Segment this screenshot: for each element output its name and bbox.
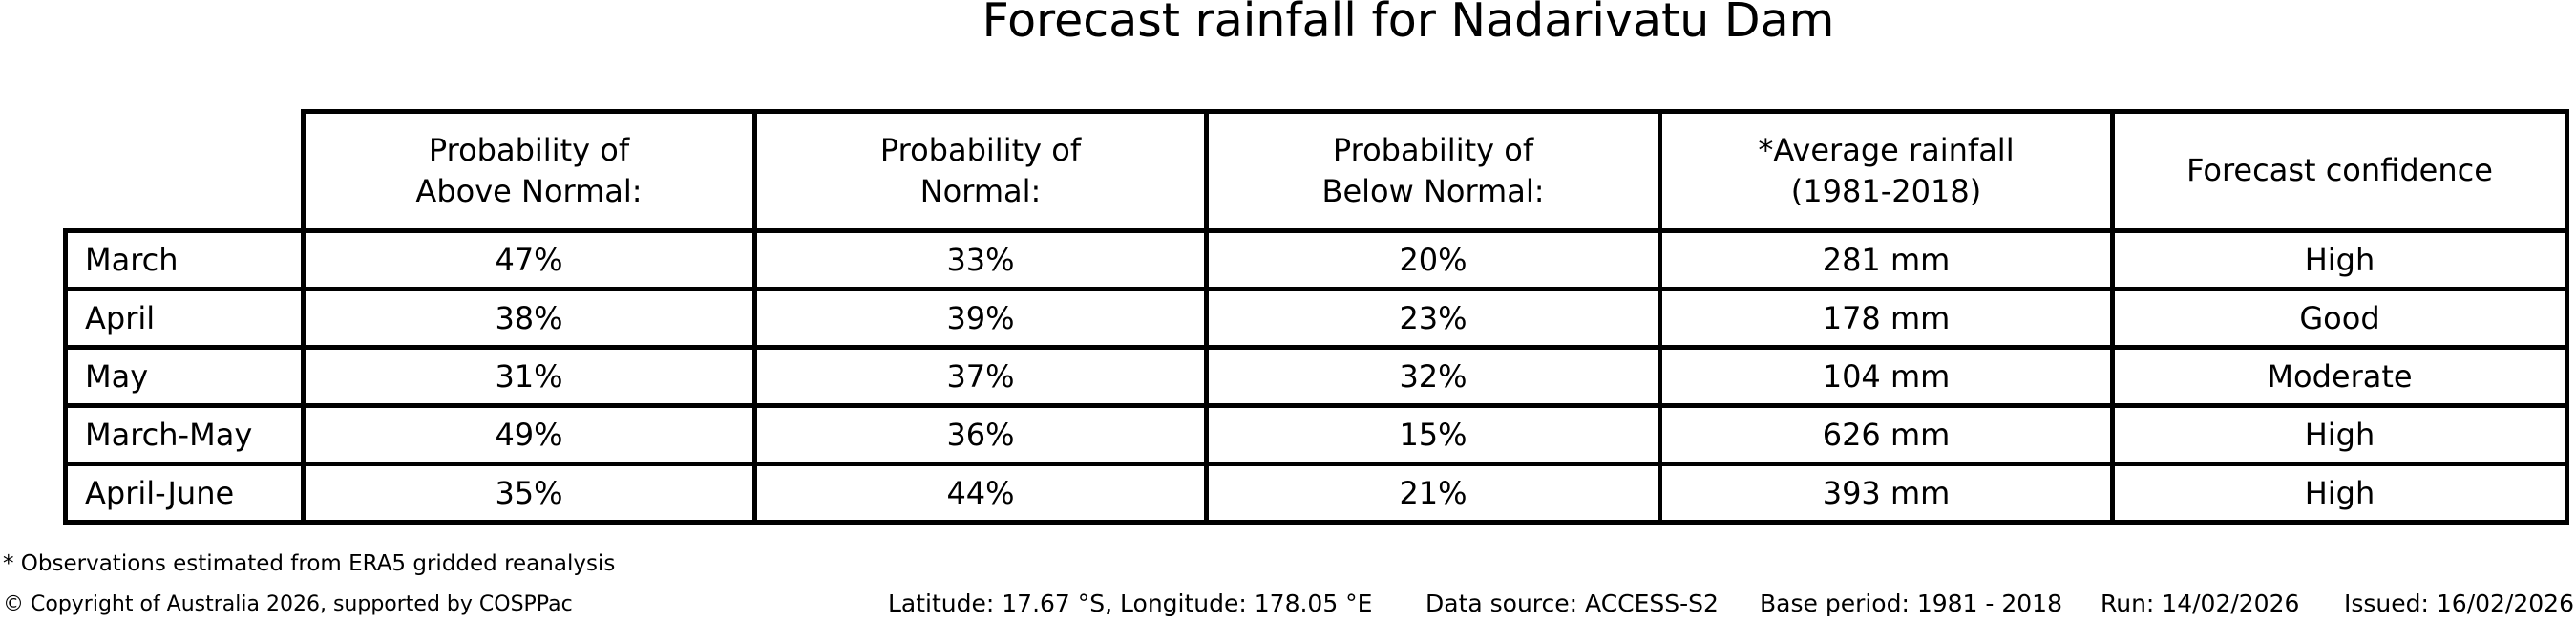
cell-above-normal: 31% <box>301 345 757 408</box>
header-above-normal: Probability of Above Normal: <box>301 109 757 233</box>
cell-normal: 33% <box>752 228 1209 291</box>
cell-confidence: High <box>2110 403 2569 466</box>
cell-normal: 36% <box>752 403 1209 466</box>
cell-confidence: High <box>2110 462 2569 525</box>
forecast-table: Probability of Above Normal: Probability… <box>63 109 2569 525</box>
cell-below-normal: 20% <box>1204 228 1662 291</box>
header-stub-cell <box>65 111 306 233</box>
cell-confidence: Good <box>2110 287 2569 350</box>
data-source-text: Data source: ACCESS-S2 <box>1425 590 1719 617</box>
base-period-text: Base period: 1981 - 2018 <box>1760 590 2062 617</box>
header-average-rainfall: *Average rainfall (1981-2018) <box>1658 109 2115 233</box>
cell-confidence: Moderate <box>2110 345 2569 408</box>
cell-above-normal: 49% <box>301 403 757 466</box>
cell-above-normal: 47% <box>301 228 757 291</box>
cell-normal: 44% <box>752 462 1209 525</box>
cell-below-normal: 23% <box>1204 287 1662 350</box>
issued-date-text: Issued: 16/02/2026 <box>2344 590 2574 617</box>
copyright-text: © Copyright of Australia 2026, supported… <box>3 592 573 616</box>
observations-footnote: * Observations estimated from ERA5 gridd… <box>3 551 616 576</box>
header-below-normal: Probability of Below Normal: <box>1204 109 1662 233</box>
cell-above-normal: 35% <box>301 462 757 525</box>
cell-confidence: High <box>2110 228 2569 291</box>
cell-average-rainfall: 178 mm <box>1658 287 2115 350</box>
cell-above-normal: 38% <box>301 287 757 350</box>
cell-normal: 37% <box>752 345 1209 408</box>
cell-below-normal: 21% <box>1204 462 1662 525</box>
run-date-text: Run: 14/02/2026 <box>2101 590 2300 617</box>
location-text: Latitude: 17.67 °S, Longitude: 178.05 °E <box>888 590 1373 617</box>
cell-below-normal: 32% <box>1204 345 1662 408</box>
cell-normal: 39% <box>752 287 1209 350</box>
cell-period: May <box>63 345 306 408</box>
cell-period: April <box>63 287 306 350</box>
header-normal: Probability of Normal: <box>752 109 1209 233</box>
cell-average-rainfall: 626 mm <box>1658 403 2115 466</box>
cell-period: April-June <box>63 462 306 525</box>
table-row-may: May 31% 37% 32% 104 mm Moderate <box>63 345 2569 408</box>
cell-average-rainfall: 104 mm <box>1658 345 2115 408</box>
table-row-march: March 47% 33% 20% 281 mm High <box>63 228 2569 291</box>
table-row-april: April 38% 39% 23% 178 mm Good <box>63 287 2569 350</box>
table-row-march-may: March-May 49% 36% 15% 626 mm High <box>63 403 2569 466</box>
cell-average-rainfall: 281 mm <box>1658 228 2115 291</box>
cell-period: March-May <box>63 403 306 466</box>
cell-period: March <box>63 228 306 291</box>
cell-average-rainfall: 393 mm <box>1658 462 2115 525</box>
page-title: Forecast rainfall for Nadarivatu Dam <box>982 0 1835 48</box>
header-forecast-confidence: Forecast confidence <box>2110 109 2569 233</box>
table-row-april-june: April-June 35% 44% 21% 393 mm High <box>63 462 2569 525</box>
cell-below-normal: 15% <box>1204 403 1662 466</box>
table-header-row: Probability of Above Normal: Probability… <box>65 109 2569 233</box>
